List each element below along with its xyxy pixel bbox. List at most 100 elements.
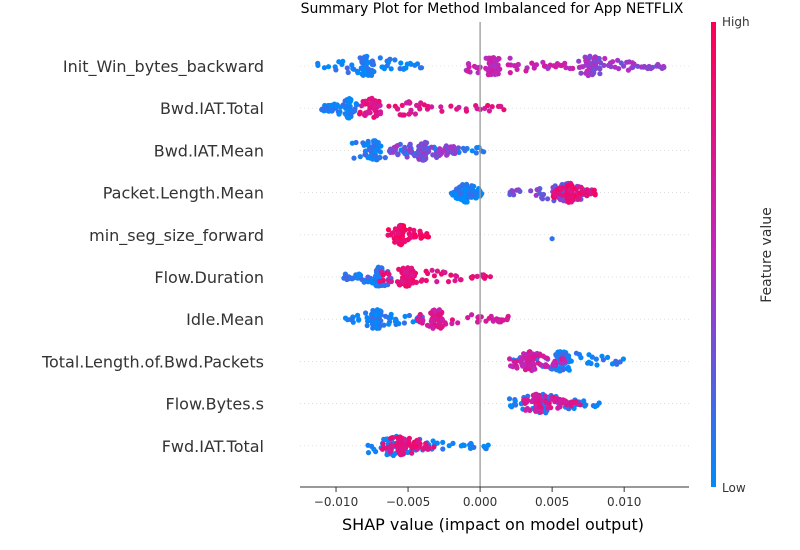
shap-point — [531, 63, 538, 69]
shap-point — [407, 60, 413, 66]
shap-point — [548, 396, 555, 402]
shap-point — [488, 313, 494, 319]
shap-point — [596, 55, 602, 62]
shap-point — [514, 365, 520, 371]
shap-point — [441, 147, 447, 153]
shap-point — [493, 68, 499, 74]
shap-point — [450, 440, 456, 446]
shap-point — [333, 67, 339, 73]
shap-point — [366, 67, 372, 73]
shap-point — [400, 447, 406, 453]
shap-point — [414, 102, 420, 108]
shap-point — [600, 357, 607, 363]
shap-point — [544, 355, 550, 361]
shap-point — [501, 107, 507, 113]
shap-point — [583, 58, 590, 64]
shap-point — [381, 322, 387, 328]
shap-point — [387, 449, 393, 455]
shap-point — [572, 400, 578, 406]
shap-point — [365, 274, 371, 280]
shap-point — [494, 316, 500, 322]
shap-point — [420, 446, 426, 452]
shap-point — [523, 407, 529, 413]
shap-point — [395, 152, 401, 158]
shap-point — [407, 142, 413, 148]
shap-point — [418, 100, 424, 106]
shap-point — [372, 149, 378, 155]
shap-point — [458, 443, 464, 449]
shap-point — [429, 104, 435, 110]
shap-point — [648, 65, 654, 72]
shap-point — [558, 186, 564, 192]
shap-point — [591, 66, 597, 73]
shap-point — [392, 57, 398, 63]
x-tick-label: 0.010 — [607, 495, 641, 509]
shap-point — [417, 228, 423, 234]
shap-point — [552, 183, 558, 189]
shap-point — [396, 321, 402, 327]
shap-point — [346, 115, 352, 121]
shap-point — [504, 317, 510, 323]
shap-point — [382, 313, 389, 319]
shap-point — [439, 316, 445, 322]
shap-point — [537, 403, 543, 409]
shap-point — [390, 149, 396, 155]
shap-point — [610, 59, 616, 65]
shap-point — [432, 317, 438, 323]
shap-point — [380, 446, 386, 452]
shap-point — [560, 367, 566, 373]
feature-label: Total.Length.of.Bwd.Packets — [41, 352, 264, 371]
shap-point — [514, 66, 520, 72]
shap-point — [507, 55, 513, 61]
shap-point — [601, 62, 607, 68]
shap-point — [408, 149, 414, 155]
shap-point — [571, 185, 577, 191]
shap-point — [593, 356, 599, 362]
shap-point — [469, 275, 475, 281]
shap-point — [407, 226, 413, 232]
shap-point — [630, 64, 636, 70]
shap-point — [342, 315, 349, 321]
feature-label: min_seg_size_forward — [89, 226, 264, 246]
shap-point — [576, 184, 582, 190]
shap-point — [373, 313, 379, 319]
shap-point — [392, 226, 398, 232]
shap-point — [496, 56, 502, 62]
shap-point — [424, 446, 430, 452]
shap-point — [463, 108, 470, 114]
shap-point — [448, 144, 454, 150]
shap-point — [471, 188, 477, 194]
shap-point — [406, 111, 412, 117]
shap-point — [508, 363, 514, 369]
shap-point — [404, 283, 410, 289]
shap-point — [390, 230, 396, 236]
shap-point — [390, 443, 396, 449]
shap-point — [440, 439, 446, 445]
shap-point — [429, 267, 435, 273]
shap-point — [449, 149, 455, 155]
shap-point — [448, 103, 454, 109]
shap-point — [512, 398, 518, 404]
shap-point — [448, 272, 454, 278]
shap-point — [412, 62, 418, 68]
shap-point — [438, 325, 444, 331]
shap-point — [419, 234, 425, 240]
shap-point — [397, 434, 403, 440]
shap-point — [568, 358, 574, 364]
shap-point — [365, 142, 371, 148]
x-tick-label: −0.010 — [314, 495, 358, 509]
shap-point — [558, 397, 564, 404]
shap-point — [385, 227, 392, 233]
shap-point — [361, 279, 367, 285]
shap-point — [557, 402, 563, 408]
colorbar-low-label: Low — [722, 481, 746, 495]
shap-point — [436, 312, 442, 318]
shap-point — [417, 144, 423, 150]
shap-point — [432, 312, 438, 319]
shap-point — [378, 309, 384, 315]
shap-point — [328, 102, 334, 108]
shap-point — [376, 274, 382, 280]
shap-point — [365, 450, 372, 456]
shap-point — [577, 402, 583, 408]
shap-point — [386, 103, 392, 109]
